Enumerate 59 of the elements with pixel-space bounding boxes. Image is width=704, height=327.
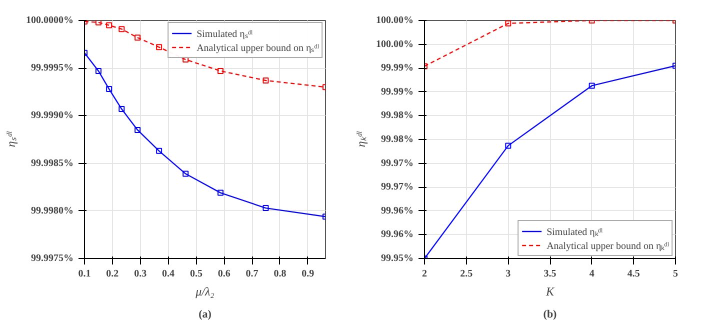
- point: [182, 170, 189, 177]
- x-tick-label: 4.5: [627, 268, 640, 280]
- y-tick-label: 99.98%: [381, 134, 414, 145]
- text: (a): [198, 308, 212, 320]
- point: [106, 22, 112, 28]
- x-tick-label: 2.5: [460, 268, 473, 280]
- point: [118, 26, 125, 32]
- point: [118, 106, 125, 112]
- x-tick-label: 0.1: [78, 268, 91, 280]
- y-tick-label: 99.98%: [381, 110, 414, 122]
- x-axis-title: K: [545, 284, 555, 298]
- y-tick-label: 99.99%: [381, 86, 414, 98]
- x-tick-label: 2: [422, 268, 427, 280]
- x-tick-label: 5: [673, 268, 678, 280]
- point: [95, 68, 102, 74]
- y-tick-label: 99.9975%: [31, 253, 74, 264]
- text: (b): [543, 308, 558, 320]
- y-tick-label: 99.9985%: [31, 158, 74, 169]
- y-tick-label: 100.0000%: [26, 15, 74, 26]
- x-axis-title: μ/λ₂: [194, 284, 214, 298]
- y-tick-label: 99.95%: [381, 253, 414, 264]
- x-tick-label: 4: [589, 268, 594, 280]
- x-tick-label: 0.9: [302, 268, 314, 280]
- x-tick-label: 0.7: [246, 268, 258, 280]
- point: [182, 56, 189, 63]
- point: [218, 68, 224, 74]
- x-tick-label: 0.8: [274, 268, 286, 280]
- legend-label: Analytical upper bound on ηₖᵈˡ: [546, 240, 669, 252]
- y-tick-label: 100.00%: [376, 38, 414, 50]
- y-axis-title: ηₛᵈˡ: [4, 130, 18, 148]
- x-tick-label: 3.5: [544, 268, 556, 280]
- x-tick-label: 0.3: [134, 268, 147, 280]
- legend-label: Analytical upper bound on ηₛᵈˡ: [196, 42, 319, 54]
- y-tick-label: 100.00%: [376, 15, 414, 26]
- y-tick-label: 99.9980%: [31, 205, 74, 216]
- point: [95, 20, 102, 26]
- x-tick-label: 0.4: [162, 268, 175, 280]
- y-tick-label: 99.97%: [381, 182, 414, 193]
- y-tick-label: 99.96%: [381, 205, 414, 216]
- y-tick-label: 99.9995%: [31, 62, 74, 74]
- y-axis-title: ηₖᵈˡ: [354, 130, 368, 148]
- legend-label: Simulated ηₖᵈˡ: [546, 226, 603, 238]
- x-tick-label: 0.5: [190, 268, 202, 280]
- legend-label: Simulated ηₛᵈˡ: [196, 28, 253, 40]
- y-tick-label: 99.97%: [381, 158, 414, 169]
- point: [106, 86, 112, 92]
- point: [134, 126, 141, 133]
- y-tick-label: 99.9990%: [31, 110, 74, 122]
- point: [262, 77, 269, 84]
- y-tick-label: 99.99%: [381, 62, 414, 74]
- point: [156, 44, 162, 50]
- point: [134, 34, 141, 41]
- y-tick-label: 99.96%: [381, 229, 414, 240]
- point: [218, 190, 224, 196]
- x-tick-label: 0.2: [106, 268, 119, 280]
- point: [156, 148, 162, 154]
- x-tick-label: 0.6: [218, 268, 230, 280]
- x-tick-label: 3: [506, 268, 511, 280]
- point: [262, 205, 269, 212]
